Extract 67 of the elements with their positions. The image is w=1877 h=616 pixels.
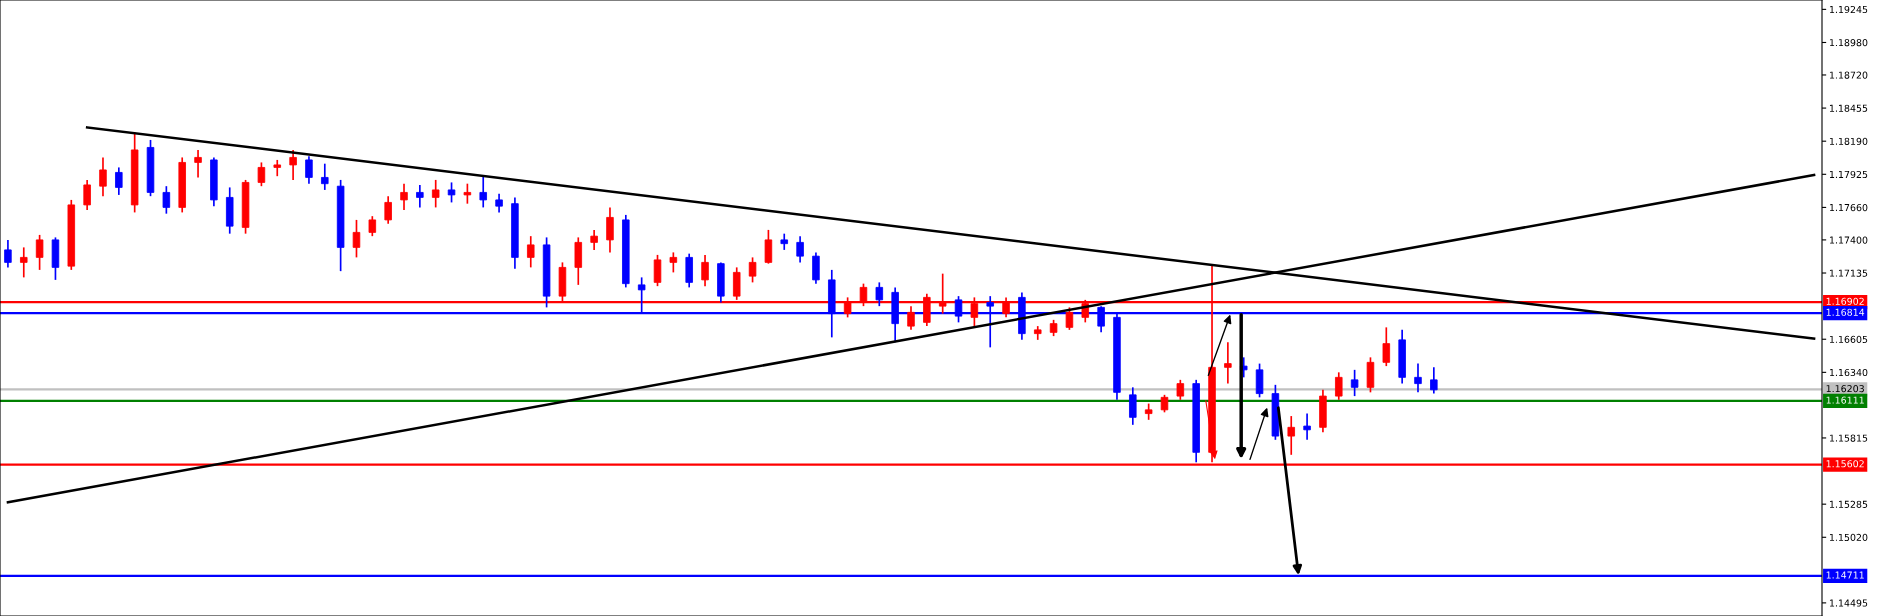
ref-line-label: 1.16814 [1826, 308, 1865, 316]
y-tick-label: 1.16340 [1829, 368, 1868, 377]
y-tick-label: 1.18190 [1829, 137, 1868, 145]
candlestick [416, 184, 424, 209]
candlestick [495, 192, 503, 214]
candlestick [748, 256, 757, 284]
candlestick [606, 206, 614, 254]
ref-line-label: 1.16111 [1826, 396, 1864, 404]
candlestick [20, 246, 28, 279]
y-tick-label: 1.16605 [1829, 335, 1868, 343]
ref-line-label: 1.16203 [1826, 385, 1864, 393]
y-tick-label: 1.17660 [1829, 203, 1868, 212]
candlestick [1335, 371, 1343, 401]
candlestick [669, 251, 678, 274]
candlestick [115, 166, 123, 196]
candlestick [447, 181, 456, 204]
y-tick-label: 1.14495 [1829, 599, 1868, 607]
candlestick [1350, 369, 1359, 397]
y-tick-label: 1.19245 [1829, 5, 1868, 14]
candlestick [384, 195, 392, 225]
candlestick [590, 229, 598, 251]
candlestick [907, 305, 915, 331]
candlestick [1430, 366, 1438, 395]
candlestick [162, 185, 171, 215]
candlestick [653, 254, 662, 287]
candlestick [764, 229, 773, 265]
y-tick-label: 1.15815 [1829, 434, 1868, 442]
candlestick [305, 155, 313, 185]
candlestick [352, 219, 361, 259]
y-tick-label: 1.18980 [1829, 39, 1868, 47]
y-tick-label: 1.15285 [1829, 500, 1868, 508]
candlestick [4, 239, 12, 269]
y-tick-label: 1.17925 [1829, 170, 1868, 179]
y-tick-label: 1.17400 [1829, 236, 1868, 244]
candlestick [1255, 362, 1264, 399]
candlestick [257, 161, 266, 188]
ref-line-label: 1.16902 [1826, 297, 1864, 305]
candlestick [194, 149, 202, 179]
candlestick [1065, 306, 1074, 331]
y-tick-label: 1.17135 [1829, 269, 1868, 277]
candlestick [289, 149, 297, 181]
candlestick [1129, 386, 1137, 426]
y-tick-label: 1.18720 [1829, 71, 1868, 79]
candlestick [321, 162, 329, 191]
candlestick [812, 251, 820, 285]
candlestick [83, 179, 91, 211]
candlestick [99, 156, 107, 198]
candlestick [1287, 415, 1295, 456]
candlestick [1224, 341, 1232, 385]
candlestick [35, 234, 44, 271]
candlestick [368, 215, 377, 237]
candlestick [701, 254, 709, 287]
candlestick [1414, 362, 1422, 394]
candlestick [1382, 326, 1391, 367]
candlestick [479, 175, 487, 209]
candlestick [796, 235, 804, 264]
y-tick-label: 1.18455 [1829, 104, 1868, 112]
candlestick [463, 182, 472, 205]
candlestick [400, 182, 408, 211]
candlestick [431, 179, 440, 209]
candlestick [875, 281, 884, 307]
ref-line-label: 1.15602 [1826, 460, 1864, 468]
candlestick [1303, 412, 1311, 441]
ref-line-label: 1.14711 [1826, 571, 1864, 579]
y-tick-label: 1.15020 [1829, 533, 1868, 541]
candlestick [527, 235, 535, 269]
candlestick [1176, 379, 1185, 401]
